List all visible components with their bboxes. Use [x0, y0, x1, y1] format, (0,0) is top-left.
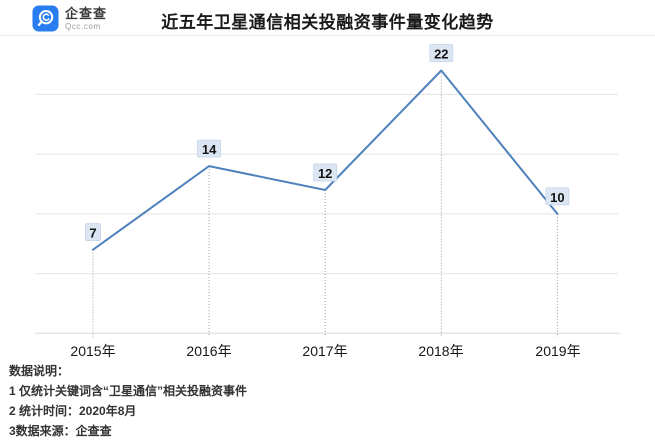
chart-title: 近五年卫星通信相关投融资事件量变化趋势	[161, 13, 494, 32]
chart-series-line	[92, 69, 559, 251]
x-axis-label-2019: 2019年	[535, 343, 581, 359]
logo-text: 企查查 Qcc.com	[65, 7, 107, 31]
footnotes: 数据说明： 1 仅统计关键词含“卫星通信”相关投融资事件 2 统计时间：2020…	[9, 361, 247, 441]
chart-data-label-box	[197, 139, 221, 158]
chart-data-label-box	[313, 163, 338, 182]
header: 企查查 Qcc.com 近五年卫星通信相关投融资事件量变化趋势	[0, 0, 655, 35]
footnote-item: 1 仅统计关键词含“卫星通信”相关投融资事件	[9, 384, 248, 398]
chart-data-label-box	[545, 187, 570, 206]
footnotes-heading: 数据说明：	[9, 364, 70, 378]
chart-data-label: 12	[318, 166, 332, 181]
chart-data-label: 10	[550, 190, 564, 205]
chart-data-label: 14	[202, 142, 217, 157]
x-axis-label-2017: 2017年	[302, 343, 348, 359]
footnote-item: 3数据来源：企查查	[9, 424, 112, 438]
chart-data-label-box	[429, 44, 454, 62]
header-divider	[0, 35, 655, 36]
chart-data-label-box	[85, 223, 101, 242]
qcc-logo-icon	[32, 5, 59, 32]
x-axis-label-2018: 2018年	[418, 343, 464, 359]
logo-brand-name: 企查查	[65, 5, 108, 21]
chart-data-label: 7	[89, 226, 96, 241]
chart-data-label: 22	[434, 47, 448, 62]
logo-domain: Qcc.com	[65, 21, 101, 31]
footnote-item: 2 统计时间：2020年8月	[9, 404, 137, 418]
x-axis-label-2015: 2015年	[70, 343, 116, 359]
qcc-logo: 企查查 Qcc.com	[32, 5, 107, 32]
x-axis-label-2016: 2016年	[186, 343, 232, 359]
